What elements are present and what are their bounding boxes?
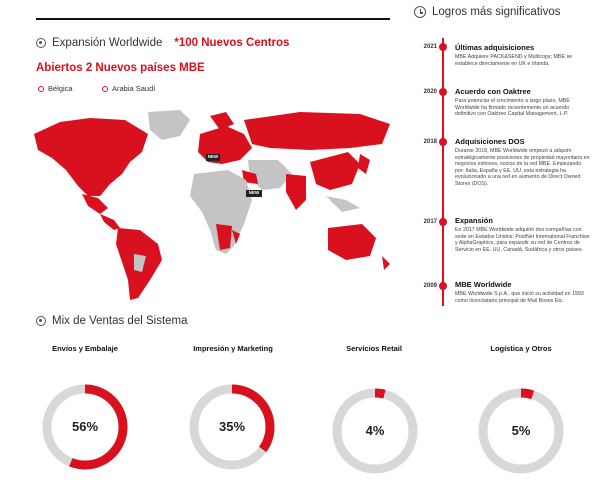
mix-header: Mix de Ventas del Sistema: [36, 315, 188, 327]
mix-title: Mix de Ventas del Sistema: [52, 315, 188, 327]
top-divider: [36, 18, 390, 20]
new-badge-belgium: NEW: [207, 154, 219, 159]
pin-label: Bélgica: [48, 84, 73, 93]
timeline-item-body: MBE Adquiere PACK&SEND y Multicopy; MBE …: [455, 54, 573, 67]
mix-label: Impresión y Marketing: [193, 344, 273, 353]
timeline-item-body: En 2017 MBE Worldwide adquirió dos compa…: [455, 227, 590, 253]
donut-arc: [189, 384, 275, 470]
donut-arc: [478, 388, 564, 474]
new-countries-headline: Abiertos 2 Nuevos países MBE: [36, 62, 205, 74]
mix-label: Logística y Otros: [490, 344, 552, 353]
donut-value: 35%: [218, 419, 246, 434]
timeline-item: Expansión En 2017 MBE Worldwide adquirió…: [455, 216, 590, 253]
timeline-year: 2020: [423, 89, 437, 95]
timeline-dot: [439, 218, 447, 226]
donut-chart-0: [42, 384, 128, 470]
location-pin-icon: [102, 85, 108, 92]
timeline-year: 2018: [423, 139, 437, 145]
timeline-dot: [439, 43, 447, 51]
pin-label: Arabia Saudí: [112, 84, 156, 93]
timeline-item-title: MBE Worldwide: [455, 280, 512, 289]
donut-value: 5%: [511, 423, 531, 438]
expansion-title: Expansión Worldwide: [52, 37, 163, 49]
pin-legend-belgium: Bélgica: [38, 84, 73, 93]
timeline-item-title: Acuerdo con Oaktree: [455, 87, 531, 96]
timeline-year: 2021: [423, 44, 437, 50]
location-pin-icon: [38, 85, 44, 92]
world-map: NEW NEW: [30, 104, 402, 304]
new-badge-saudi: NEW: [248, 190, 260, 195]
timeline-item-title: Últimas adquisiciones: [455, 43, 535, 52]
donut-chart-3: [478, 388, 564, 474]
timeline-dot: [439, 138, 447, 146]
timeline-item-body: Para potenciar el crecimiento a largo pl…: [455, 98, 570, 118]
timeline-item: Adquisiciones DOS Durante 2018, MBE Worl…: [455, 137, 590, 188]
timeline-dot: [439, 282, 447, 290]
timeline-dot: [439, 88, 447, 96]
achievements-header: Logros más significativos: [414, 6, 560, 18]
pin-legend-saudi: Arabia Saudí: [102, 84, 155, 93]
timeline-item-title: Expansión: [455, 216, 493, 225]
achievements-title: Logros más significativos: [432, 6, 561, 18]
donut-value: 4%: [365, 423, 385, 438]
timeline-item: MBE Worldwide MBE Worldwide S.p.A., que …: [455, 280, 590, 304]
timeline-item: Últimas adquisiciones MBE Adquiere PACK&…: [455, 43, 590, 67]
percent-icon: [36, 316, 46, 326]
timeline-item: Acuerdo con Oaktree Para potenciar el cr…: [455, 87, 590, 118]
timeline-item-body: MBE Worldwide S.p.A., que inició su acti…: [455, 291, 584, 304]
donut-chart-2: [332, 388, 418, 474]
timeline-line: [442, 38, 444, 306]
expansion-header: Expansión Worldwide *100 Nuevos Centros: [36, 37, 289, 49]
mix-label: Envíos y Embalaje: [52, 344, 118, 353]
timeline-year: 2009: [423, 283, 437, 289]
donut-value: 56%: [71, 419, 99, 434]
timeline-year: 2017: [423, 219, 437, 225]
donut-chart-1: [189, 384, 275, 470]
clock-icon: [414, 6, 426, 18]
centers-headline: *100 Nuevos Centros: [174, 37, 290, 49]
world-map-graphic: [34, 110, 390, 300]
donut-arc: [42, 384, 128, 470]
timeline-item-body: Durante 2018, MBE Worldwide empezó a adq…: [455, 148, 590, 187]
mix-label: Servicios Retail: [346, 344, 402, 353]
donut-arc: [332, 388, 418, 474]
globe-icon: [36, 38, 46, 48]
timeline-item-title: Adquisiciones DOS: [455, 137, 525, 146]
